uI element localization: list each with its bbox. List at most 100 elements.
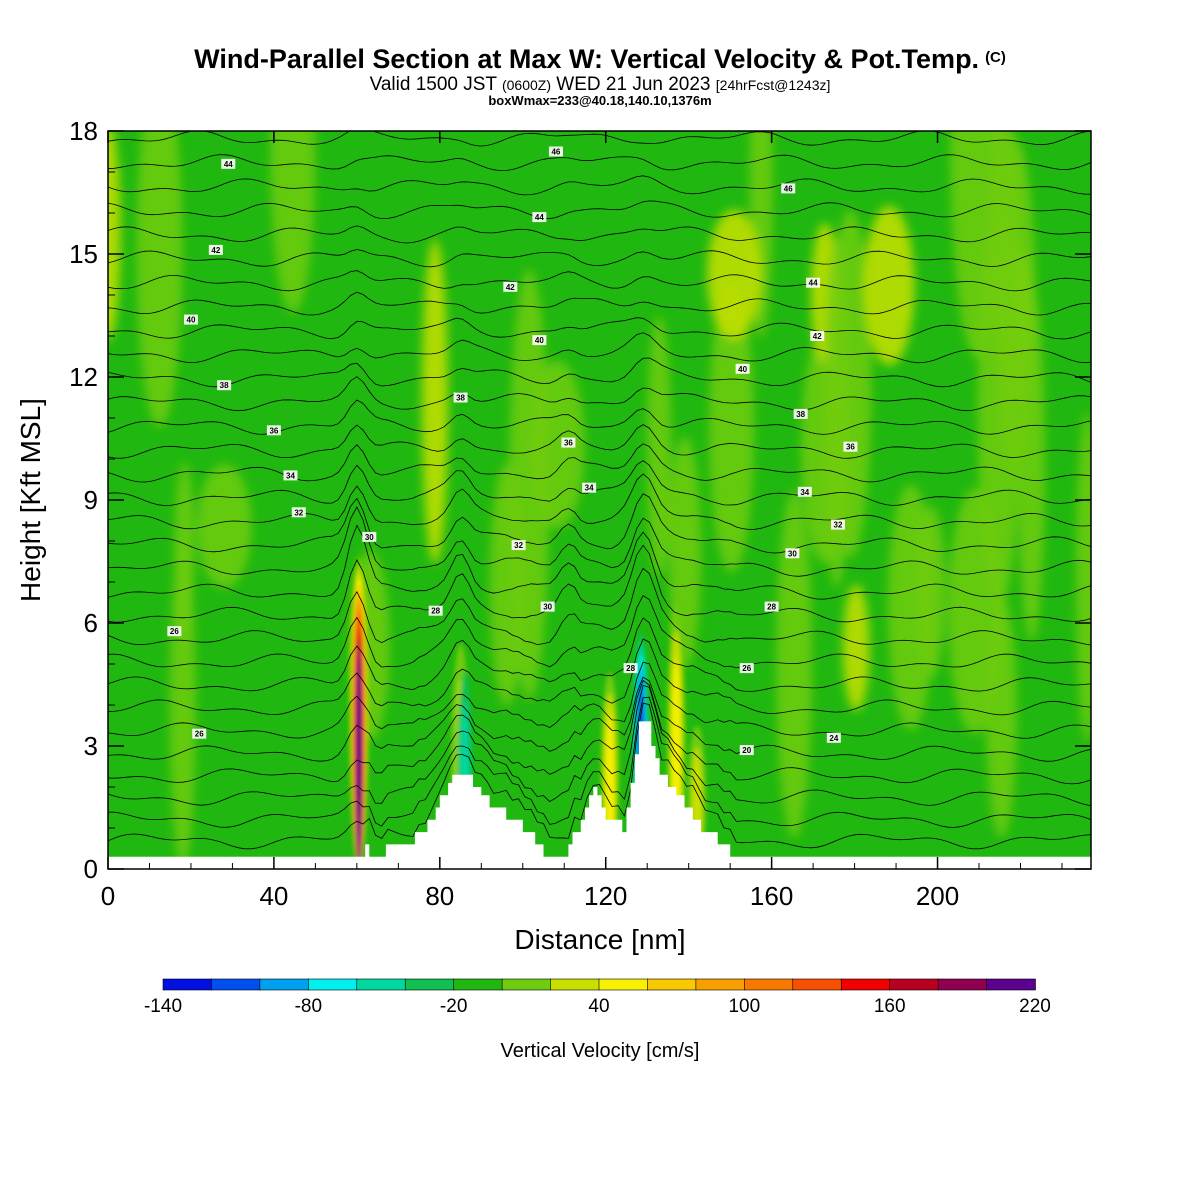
colorbar: -140 -80 -20 40 100 160 220 bbox=[144, 978, 1051, 1017]
svg-text:26: 26 bbox=[170, 627, 179, 636]
theta-contour-label: 40 bbox=[532, 335, 547, 346]
updraft-patch bbox=[136, 131, 183, 428]
colorbar-swatch bbox=[356, 978, 407, 991]
theta-contour-line bbox=[108, 679, 1091, 785]
theta-contour-label: 32 bbox=[511, 540, 526, 551]
svg-text:32: 32 bbox=[514, 541, 523, 550]
colorbar-swatch bbox=[937, 978, 988, 991]
valid-utc: (0600Z) bbox=[501, 77, 552, 93]
theta-contour-line bbox=[108, 685, 1091, 807]
valid-prefix: Valid 1500 JST bbox=[369, 74, 497, 95]
copyright-mark: (C) bbox=[985, 49, 1006, 66]
colorbar-swatch bbox=[501, 978, 552, 991]
colorbar-swatch bbox=[792, 978, 843, 991]
theta-contour-line bbox=[108, 460, 1091, 506]
theta-contour-line bbox=[108, 270, 1091, 292]
colorbar-swatch bbox=[259, 978, 310, 991]
field-background bbox=[108, 131, 1091, 869]
svg-text:28: 28 bbox=[431, 607, 440, 616]
svg-text:32: 32 bbox=[294, 508, 303, 517]
colorbar-swatch bbox=[744, 978, 794, 991]
theta-contour-line bbox=[108, 638, 1091, 716]
theta-contour-line bbox=[108, 376, 1091, 412]
box-max-info: boxWmax=233@40.18,140.10,1376m bbox=[488, 93, 712, 108]
svg-text:28: 28 bbox=[626, 664, 635, 673]
updraft-patch bbox=[863, 205, 915, 366]
svg-text:34: 34 bbox=[286, 471, 295, 480]
theta-contour-label: 32 bbox=[291, 507, 306, 518]
theta-contour-line bbox=[108, 154, 1091, 172]
theta-contour-line bbox=[108, 567, 1091, 646]
colorbar-swatch bbox=[840, 978, 891, 991]
svg-text:26: 26 bbox=[195, 730, 204, 739]
svg-text:36: 36 bbox=[846, 443, 855, 452]
colorbar-tick-label: -80 bbox=[295, 996, 322, 1017]
theta-contour-label: 44 bbox=[532, 212, 547, 223]
colorbar-swatch bbox=[404, 978, 455, 991]
updraft-patch bbox=[776, 490, 813, 839]
theta-contour-line bbox=[108, 291, 1091, 316]
svg-text:30: 30 bbox=[365, 533, 374, 542]
x-tick-label: 80 bbox=[425, 881, 454, 911]
x-axis-label: Distance [nm] bbox=[514, 924, 685, 955]
colorbar-tick-label: 160 bbox=[874, 996, 906, 1017]
theta-contour-line bbox=[108, 661, 1091, 739]
theta-contour-label: 40 bbox=[183, 314, 198, 325]
theta-contour-label: 34 bbox=[797, 486, 812, 497]
theta-contour-line bbox=[108, 617, 1091, 692]
theta-contour-line bbox=[108, 131, 1091, 147]
x-tick-label: 0 bbox=[101, 881, 115, 911]
theta-contour-label: 30 bbox=[540, 601, 555, 612]
updraft-patch bbox=[1075, 412, 1091, 743]
y-tick-label: 15 bbox=[69, 239, 98, 269]
terrain-profile bbox=[108, 721, 1091, 869]
y-tick-label: 18 bbox=[69, 116, 98, 146]
theta-contour-label: 20 bbox=[739, 745, 754, 756]
svg-text:34: 34 bbox=[800, 488, 809, 497]
theta-contour-line bbox=[108, 175, 1091, 196]
svg-text:44: 44 bbox=[535, 213, 544, 222]
valid-time-line: Valid 1500 JST (0600Z) WED 21 Jun 2023 [… bbox=[0, 74, 1200, 96]
theta-contour-label: 44 bbox=[806, 277, 821, 288]
colorbar-label: Vertical Velocity [cm/s] bbox=[501, 1040, 700, 1062]
theta-contour-line bbox=[108, 443, 1091, 483]
theta-contour-label: 36 bbox=[843, 441, 858, 452]
theta-contour-line bbox=[108, 676, 1091, 762]
updraft-patch bbox=[197, 464, 252, 589]
theta-contour-label: 38 bbox=[793, 408, 808, 419]
colorbar-swatch bbox=[550, 978, 600, 991]
svg-text:46: 46 bbox=[551, 148, 560, 157]
updraft-patch bbox=[950, 131, 1005, 358]
theta-contour-label: 26 bbox=[192, 728, 207, 739]
theta-contour-label: 42 bbox=[208, 244, 223, 255]
y-tick-label: 12 bbox=[69, 362, 98, 392]
updraft-core bbox=[356, 650, 362, 869]
x-tick-label: 160 bbox=[750, 881, 793, 911]
svg-text:26: 26 bbox=[742, 664, 751, 673]
colorbar-tick-label: 100 bbox=[728, 996, 760, 1017]
svg-text:42: 42 bbox=[506, 283, 515, 292]
updraft-patch bbox=[842, 584, 870, 711]
svg-text:38: 38 bbox=[456, 394, 465, 403]
svg-text:42: 42 bbox=[211, 246, 220, 255]
theta-contour-label: 36 bbox=[561, 437, 576, 448]
theta-contour-label: 26 bbox=[167, 626, 182, 637]
colorbar-swatch bbox=[162, 978, 213, 991]
updraft-patch bbox=[948, 488, 1002, 735]
theta-contour-line bbox=[108, 473, 1091, 530]
svg-text:46: 46 bbox=[784, 184, 793, 193]
svg-text:44: 44 bbox=[224, 160, 233, 169]
svg-text:30: 30 bbox=[788, 549, 797, 558]
terrain bbox=[108, 721, 1091, 869]
theta-contour-label: 34 bbox=[582, 482, 597, 493]
theta-contour-label: 40 bbox=[735, 363, 750, 374]
theta-contour-line bbox=[108, 506, 1091, 577]
svg-text:38: 38 bbox=[220, 381, 229, 390]
forecast-info: [24hrFcst@1243z] bbox=[715, 77, 831, 93]
colorbar-swatch bbox=[308, 978, 358, 991]
theta-contour-label: 30 bbox=[362, 531, 377, 542]
updraft-patch bbox=[823, 239, 850, 589]
chart-title-text: Wind-Parallel Section at Max W: Vertical… bbox=[194, 44, 980, 74]
theta-contour-line bbox=[108, 524, 1091, 600]
